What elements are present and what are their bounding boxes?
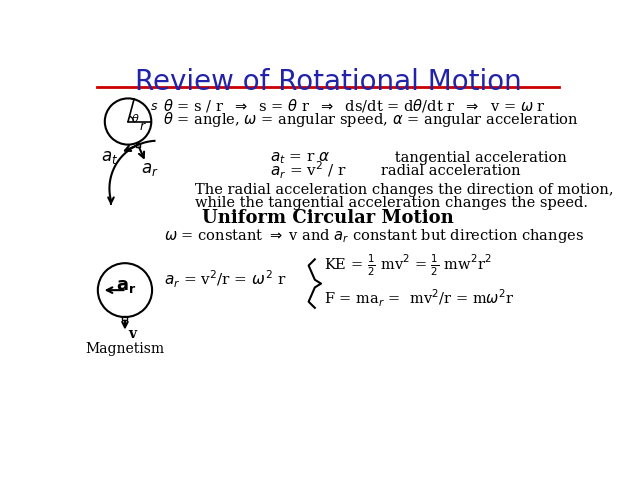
Text: v: v [129,327,137,341]
Text: r: r [140,120,145,133]
Text: Magnetism: Magnetism [85,342,164,357]
Text: F = ma$_r$ =  mv$^2$/r = m$\omega^2$r: F = ma$_r$ = mv$^2$/r = m$\omega^2$r [324,288,515,309]
Text: $\theta$ = s / r  $\Rightarrow$  s = $\theta$ r  $\Rightarrow$  ds/dt = d$\theta: $\theta$ = s / r $\Rightarrow$ s = $\the… [163,97,546,114]
Text: Review of Rotational Motion: Review of Rotational Motion [134,68,522,96]
Text: $\mathbf{a_r}$: $\mathbf{a_r}$ [116,277,137,295]
Bar [136,143,140,147]
Text: The radial acceleration changes the direction of motion,: The radial acceleration changes the dire… [195,183,613,197]
Text: KE = $\frac{1}{2}$ mv$^2$ = $\frac{1}{2}$ mw$^2$r$^2$: KE = $\frac{1}{2}$ mv$^2$ = $\frac{1}{2}… [324,253,492,278]
Text: $a_t$ = r $\alpha$: $a_t$ = r $\alpha$ [270,150,330,166]
Text: tangential acceleration: tangential acceleration [367,151,566,165]
Text: s: s [150,100,157,113]
Text: $\omega$ = constant $\Rightarrow$ v and $a_r$ constant but direction changes: $\omega$ = constant $\Rightarrow$ v and … [164,227,584,245]
Bar [122,315,127,320]
Text: Uniform Circular Motion: Uniform Circular Motion [202,209,454,227]
Text: $a_r$ = v$^2$ / r: $a_r$ = v$^2$ / r [270,160,347,181]
Text: $a_r$ = v$^2$/r = $\omega^2$ r: $a_r$ = v$^2$/r = $\omega^2$ r [164,269,286,290]
Text: $\theta$ = angle, $\omega$ = angular speed, $\alpha$ = angular acceleration: $\theta$ = angle, $\omega$ = angular spe… [163,110,579,129]
Text: $a_r$: $a_r$ [141,161,159,178]
Text: radial acceleration: radial acceleration [367,164,520,178]
Text: while the tangential acceleration changes the speed.: while the tangential acceleration change… [195,196,588,210]
Text: $\theta$: $\theta$ [131,112,140,124]
Text: $a_t$: $a_t$ [101,149,118,166]
